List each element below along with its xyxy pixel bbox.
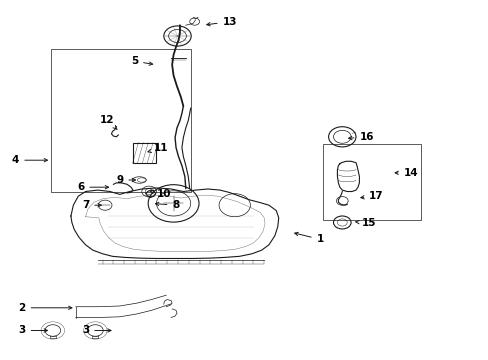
Bar: [322, 144, 420, 220]
Text: 9: 9: [116, 175, 135, 185]
Text: 6: 6: [77, 182, 108, 192]
Text: 5: 5: [131, 56, 152, 66]
Text: 7: 7: [81, 200, 101, 210]
Bar: [132, 143, 156, 163]
Text: 13: 13: [206, 17, 237, 27]
Text: 12: 12: [99, 114, 117, 129]
Text: 8: 8: [155, 200, 179, 210]
Text: 3: 3: [19, 325, 47, 336]
Text: 16: 16: [348, 132, 373, 142]
Text: 17: 17: [360, 191, 383, 201]
Text: 14: 14: [394, 168, 417, 178]
Text: 2: 2: [19, 303, 72, 313]
Text: 15: 15: [355, 218, 376, 228]
Text: 10: 10: [150, 189, 171, 199]
Text: 3: 3: [82, 325, 111, 336]
Text: 4: 4: [12, 155, 47, 165]
Text: 11: 11: [148, 143, 168, 153]
Bar: [51, 49, 190, 192]
Text: 1: 1: [294, 232, 323, 244]
